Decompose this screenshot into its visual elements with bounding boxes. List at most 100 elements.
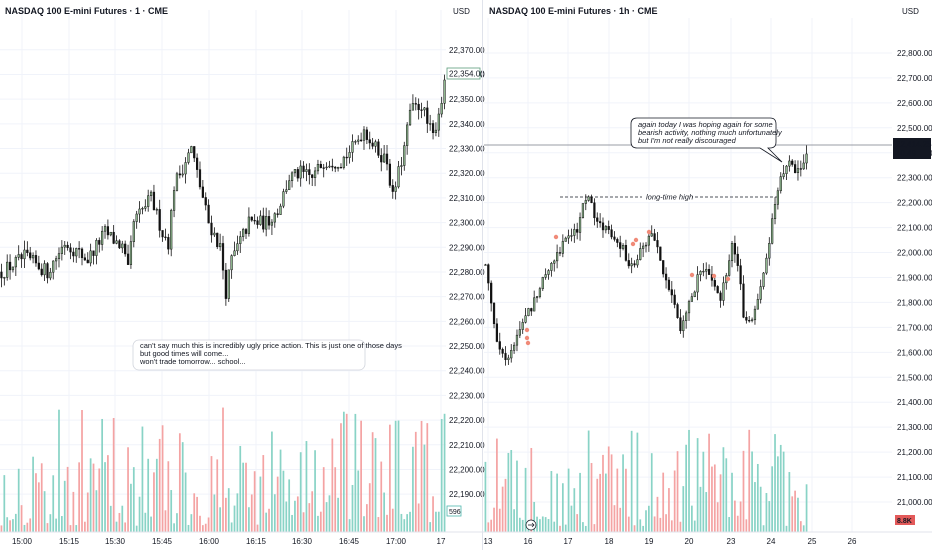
left-candle-body-60 [172,190,176,211]
left-volume-bar-103 [296,496,299,532]
left-volume-bar-118 [340,423,342,532]
right-candle-body-20 [541,277,544,289]
left-candle-body-105 [302,165,305,172]
right-candle-body-72 [690,296,693,302]
left-candle-body-104 [299,165,302,179]
right-y-tick-17: 21,100.00 [897,473,932,482]
left-y-tick-14: 22,230.00 [449,391,485,400]
left-candle-body-127 [365,129,368,140]
left-candle-body-42 [121,243,124,249]
left-volume-bar-68 [196,496,198,532]
left-volume-bar-70 [201,525,204,532]
right-volume-bar-55 [642,525,644,532]
left-candle-body-91 [262,215,265,230]
right-candles [484,145,808,366]
right-y-tick-5: 22,300.00 [897,174,932,183]
left-volume-bar-2 [6,517,9,532]
right-candle-body-32 [576,229,579,233]
right-volume-bar-77 [705,492,708,532]
left-volume-bar-11 [32,456,34,532]
right-grid [484,18,892,532]
right-candle-body-83 [722,282,725,301]
left-candle-body-122 [351,141,354,153]
left-volume-bar-57 [164,510,167,532]
right-candle-body-44 [610,229,613,238]
right-volume-bar-24 [553,521,556,532]
right-time-axis[interactable]: 13 16 17 18 19 20 23 24 25 26 [483,531,932,546]
right-note: again today I was hoping again for some … [630,117,783,163]
right-candle-body-16 [530,308,533,312]
signal-marker-8 [711,273,717,279]
right-candle-body-3 [492,302,496,325]
left-candle-body-10 [29,252,32,259]
right-candle-body-38 [593,202,596,219]
left-chart-pane[interactable]: NASDAQ 100 E-mini Futures · 1 · CME can'… [0,0,485,546]
left-volume-bar-141 [406,514,409,532]
right-candle-body-2 [490,282,493,304]
left-candle-body-87 [250,216,253,221]
left-candle-body-1 [3,277,6,279]
left-volume-bar-14 [40,463,43,532]
right-chart-pane[interactable]: long-time high NASDAQ 100 E-mini Futures… [483,0,932,546]
right-price-axis[interactable]: USD 22,800.00 22,700.00 22,600.00 22,500.00… [892,0,932,532]
left-candle-body-16 [46,263,49,279]
right-volume-bar-100 [771,466,774,532]
left-volume-bar-104 [299,452,302,532]
left-volume-bar-61 [176,513,178,532]
left-time-axis[interactable]: 15:00 15:15 15:30 15:45 16:00 16:15 16:30 16:45… [0,531,482,546]
right-candle-body-110 [799,168,802,170]
right-candle-body-37 [590,196,593,204]
left-volume-bar-42 [121,505,124,532]
right-volume-bar-62 [662,472,665,532]
left-candle-body-43 [124,243,127,255]
left-volume-bar-140 [403,519,406,532]
left-volume-bar-147 [423,444,426,532]
right-volume-bar-107 [791,496,794,532]
right-volume-bar-44 [610,454,613,532]
left-price-axis[interactable]: USD 22,370.0022,360.0022,350.0022,340.00… [446,0,485,532]
left-x-tick-1: 15:15 [59,537,80,546]
right-volume-bar-18 [536,516,538,532]
right-price-label-text: 22,414.25 [896,140,932,149]
right-volume-bar-109 [797,497,799,532]
right-candle-body-7 [504,353,507,360]
left-candle-body-56 [161,230,164,238]
left-volume-bar-46 [132,467,135,532]
right-volume-bar-8 [507,452,510,532]
right-volume-bar-102 [777,456,779,532]
left-candle-body-65 [187,152,190,163]
right-candle-body-107 [791,160,794,165]
left-candle-body-61 [175,173,179,191]
left-volume-bar-31 [89,458,92,532]
right-volume-bar-86 [731,472,733,532]
left-candle-body-62 [178,173,181,176]
right-volume-bar-58 [650,453,653,532]
left-candle-body-57 [164,236,167,238]
left-volume-bar-63 [181,442,184,532]
left-candle-body-131 [377,141,380,156]
right-candle-body-5 [498,341,501,350]
right-price-label: 22,414.25 40:49 [893,138,932,159]
signal-marker-7 [689,272,695,278]
left-candle-body-69 [198,169,202,188]
timeframe-marker[interactable] [525,519,537,531]
right-volume-bar-88 [736,515,739,532]
left-currency-unit: USD [453,7,470,16]
right-volume-bar-23 [550,471,553,532]
left-volume-bar-149 [429,522,432,532]
left-volume-badge-text: 596 [449,509,461,516]
left-volume-bar-10 [29,518,32,532]
right-x-tick-1: 16 [524,537,533,546]
left-candle-body-17 [49,271,52,279]
right-note-line-3: but I'm not really discouraged [638,136,737,145]
right-candle-body-88 [736,253,739,266]
left-candle-body-152 [437,113,440,131]
right-price-label-box [893,138,931,159]
right-volume-bar-111 [802,525,805,532]
left-candle-body-66 [190,146,193,154]
left-candle-body-24 [69,247,72,253]
left-candle-body-77 [221,243,225,271]
left-volume-bar-112 [322,467,325,532]
left-candle-body-114 [328,165,331,168]
